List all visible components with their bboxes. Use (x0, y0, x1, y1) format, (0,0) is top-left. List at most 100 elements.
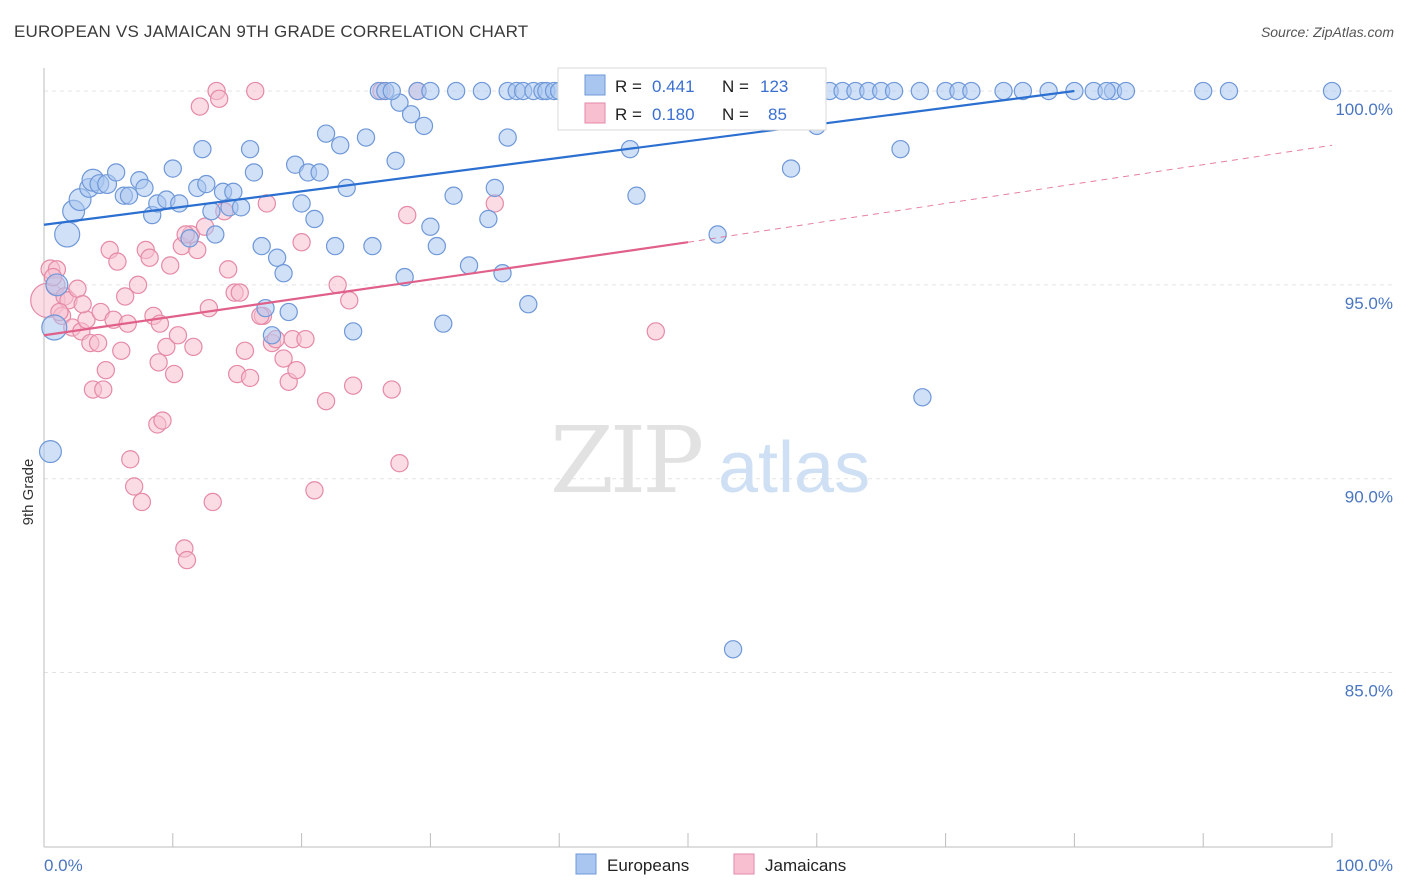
european-point-113 (1039, 81, 1058, 101)
legend-swatch-europeans (584, 74, 606, 96)
european-point-43 (316, 124, 336, 143)
european-point-57 (414, 116, 434, 136)
x-tick-label-0: 0.0% (44, 856, 83, 875)
bottom-legend: Europeans Jamaicans (575, 853, 846, 875)
jamaican-point-33 (161, 256, 180, 275)
jamaican-point-30 (149, 353, 168, 372)
european-point-63 (459, 256, 479, 275)
jamaican-point-69 (343, 376, 363, 395)
european-point-37 (279, 302, 298, 322)
jamaican-point-40 (184, 337, 203, 357)
european-point-60 (434, 314, 453, 333)
european-point-34 (262, 326, 282, 345)
european-point-126 (891, 139, 910, 159)
european-point-128 (723, 640, 743, 659)
european-point-124 (781, 159, 801, 178)
jamaican-point-19 (108, 252, 127, 271)
european-point-59 (427, 236, 447, 256)
european-point-55 (401, 105, 421, 124)
jamaican-point-16 (96, 360, 116, 380)
chart-source: Source: ZipAtlas.com (1260, 24, 1394, 40)
european-point-14 (135, 178, 154, 198)
jamaican-point-15 (94, 380, 113, 399)
european-point-32 (252, 236, 271, 256)
european-point-132 (994, 81, 1013, 101)
watermark-atlas: atlas (718, 428, 870, 508)
jamaican-point-25 (132, 492, 152, 512)
european-point-25 (206, 225, 225, 244)
jamaican-point-75 (485, 194, 504, 213)
european-point-1 (41, 314, 68, 341)
x-tick-label-1: 100.0% (1335, 856, 1393, 875)
european-point-46 (337, 178, 356, 198)
jamaican-point-54 (246, 81, 265, 101)
y-tick-label-2: 90.0% (1345, 488, 1393, 507)
european-point-123 (708, 225, 727, 244)
jamaican-point-62 (287, 360, 306, 380)
european-point-28 (224, 182, 243, 201)
jamaican-point-65 (305, 481, 324, 500)
european-point-54 (395, 267, 414, 287)
jamaican-point-73 (398, 205, 417, 225)
legend-n-value-europeans: 123 (760, 77, 788, 96)
jamaican-point-32 (157, 337, 176, 357)
european-point-118 (1194, 81, 1213, 101)
european-point-39 (292, 194, 311, 213)
european-point-58 (421, 217, 440, 236)
european-point-44 (325, 236, 345, 256)
european-point-30 (240, 139, 260, 159)
jamaican-point-52 (235, 341, 255, 360)
jamaican-point-38 (177, 550, 197, 570)
jamaican-point-66 (316, 391, 336, 411)
european-point-61 (444, 186, 463, 205)
european-point-19 (170, 194, 189, 213)
european-point-122 (627, 186, 646, 205)
jamaican-point-22 (121, 450, 140, 469)
european-point-41 (305, 209, 324, 229)
european-point-52 (386, 151, 405, 170)
european-point-49 (363, 236, 382, 256)
watermark-zip: ZIP (550, 407, 701, 514)
european-point-29 (231, 198, 251, 217)
european-point-0 (38, 440, 62, 464)
trend-lines (43, 89, 1333, 337)
european-point-117 (1116, 81, 1136, 101)
legend-r-value-europeans: 0.441 (652, 77, 695, 96)
jamaican-point-78 (73, 295, 92, 314)
european-point-10 (106, 163, 126, 182)
legend-n-label-europeans: N = (722, 77, 749, 96)
european-point-18 (163, 159, 182, 178)
jamaican-point-13 (88, 333, 108, 353)
x-ticks (43, 833, 1333, 847)
x-tick-labels: 0.0% 100.0% (44, 856, 1393, 875)
jamaican-point-53 (240, 368, 260, 388)
bottom-legend-swatch-jamaicans (733, 853, 755, 875)
european-point-131 (421, 81, 440, 101)
jamaican-point-42 (190, 97, 210, 116)
jamaican-point-76 (646, 322, 665, 341)
jamaican-point-23 (124, 477, 144, 496)
european-point-112 (1013, 81, 1033, 101)
bottom-legend-label-jamaicans: Jamaicans (765, 856, 846, 875)
european-point-3 (54, 221, 81, 248)
legend-r-value-jamaicans: 0.180 (652, 105, 695, 124)
european-point-62 (446, 81, 466, 101)
european-point-12 (119, 186, 139, 205)
jamaican-trend-extension (687, 144, 1333, 243)
jamaican-point-21 (115, 287, 135, 306)
jamaican-point-31 (153, 411, 172, 430)
jamaican-point-82 (219, 260, 238, 279)
legend-swatch-jamaicans (584, 102, 606, 124)
european-point-111 (962, 81, 981, 101)
jamaican-point-64 (296, 329, 315, 349)
european-point-65 (479, 209, 498, 229)
jamaican-point-20 (112, 341, 131, 360)
european-point-107 (884, 81, 904, 101)
european-point-45 (331, 136, 350, 155)
european-point-64 (472, 81, 492, 101)
jamaican-point-71 (382, 380, 401, 399)
jamaican-point-44 (199, 298, 219, 318)
european-point-129 (498, 128, 517, 147)
jamaican-point-24 (128, 275, 148, 295)
